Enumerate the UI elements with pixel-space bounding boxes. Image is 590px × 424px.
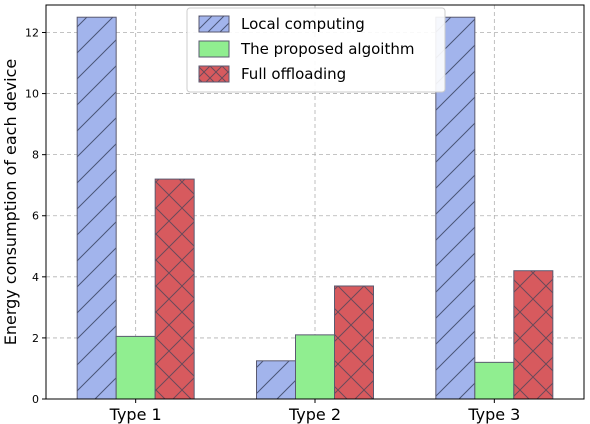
legend-swatch-outline [198,40,230,58]
x-tick-label: Type 2 [288,405,341,424]
bar-fill [116,336,156,399]
legend-label: Local computing [241,15,365,33]
y-tick-label: 0 [32,393,39,406]
bar-fill [295,334,335,399]
x-tick-label: Type 1 [109,405,162,424]
legend-box [186,7,446,93]
bar-hatch [155,179,195,399]
y-axis-ticks: 0 2 4 6 8 10 12 [25,26,46,406]
bar-hatch [513,270,553,399]
bar-fill [474,362,514,399]
legend-swatch-hatch [199,16,229,32]
legend-label: The proposed algoithm [240,40,414,58]
y-tick-label: 12 [25,26,39,39]
bars-group [76,16,554,400]
y-axis-label: Energy consumption of each device [1,59,20,346]
x-tick-label: Type 3 [467,405,520,424]
legend-swatch-outline [198,65,230,83]
y-tick-label: 6 [32,210,39,223]
bar-hatch [256,360,296,399]
legend-swatch-hatch [199,66,229,82]
y-tick-label: 8 [32,149,39,162]
grid-lines [46,5,584,399]
legend-swatch-outline [198,15,230,33]
legend-label: Full offloading [241,65,346,83]
y-tick-label: 10 [25,88,39,101]
y-tick-label: 2 [32,332,39,345]
x-axis-ticks: Type 1 Type 2 Type 3 [109,399,520,424]
bar-hatch [77,17,117,400]
legend: Local computing The proposed algoithm Full… [186,7,446,93]
legend-swatch [199,41,229,57]
y-tick-label: 4 [32,271,39,284]
bar-hatch [334,285,374,399]
